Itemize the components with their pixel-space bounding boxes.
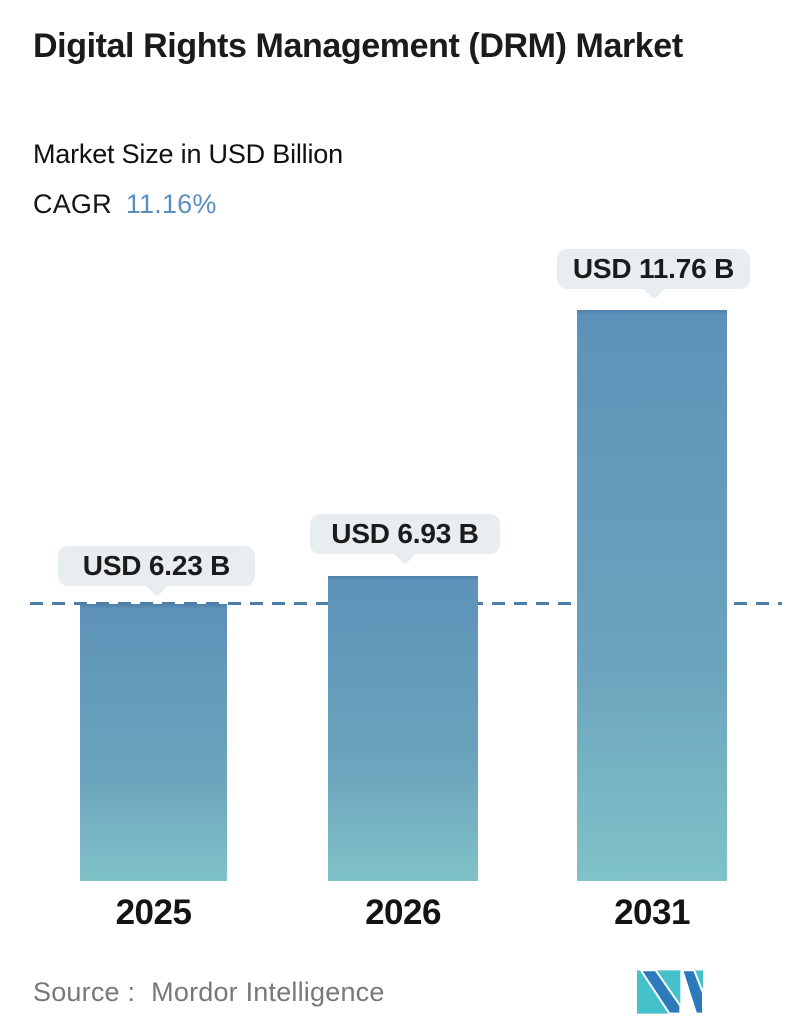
value-label-2031-text: USD 11.76 B bbox=[572, 253, 735, 284]
value-label-2025-text: USD 6.23 B bbox=[82, 550, 231, 581]
value-label-2031: USD 11.76 B bbox=[557, 249, 750, 300]
page-title: Digital Rights Management (DRM) Market bbox=[33, 27, 683, 65]
cagr-label: CAGR bbox=[33, 189, 112, 219]
source-value: Mordor Intelligence bbox=[151, 977, 385, 1007]
bar-2031 bbox=[577, 310, 727, 881]
mordor-intelligence-logo bbox=[637, 969, 703, 1014]
x-axis-label-2026: 2026 bbox=[365, 893, 441, 932]
source-label: Source : bbox=[33, 977, 136, 1007]
x-axis-label-2031: 2031 bbox=[614, 893, 690, 932]
bar-2025 bbox=[80, 604, 227, 881]
value-label-2026-text: USD 6.93 B bbox=[331, 518, 479, 549]
cagr-value: 11.16% bbox=[125, 189, 217, 219]
value-label-2026: USD 6.93 B bbox=[310, 514, 500, 565]
source-attribution: Source : Mordor Intelligence bbox=[33, 977, 385, 1008]
value-label-2025: USD 6.23 B bbox=[58, 546, 255, 597]
chart-subtitle: Market Size in USD Billion bbox=[33, 139, 343, 169]
x-axis-label-2025: 2025 bbox=[115, 893, 192, 932]
cagr-row: CAGR 11.16% bbox=[33, 189, 217, 220]
bar-2026 bbox=[328, 576, 478, 881]
